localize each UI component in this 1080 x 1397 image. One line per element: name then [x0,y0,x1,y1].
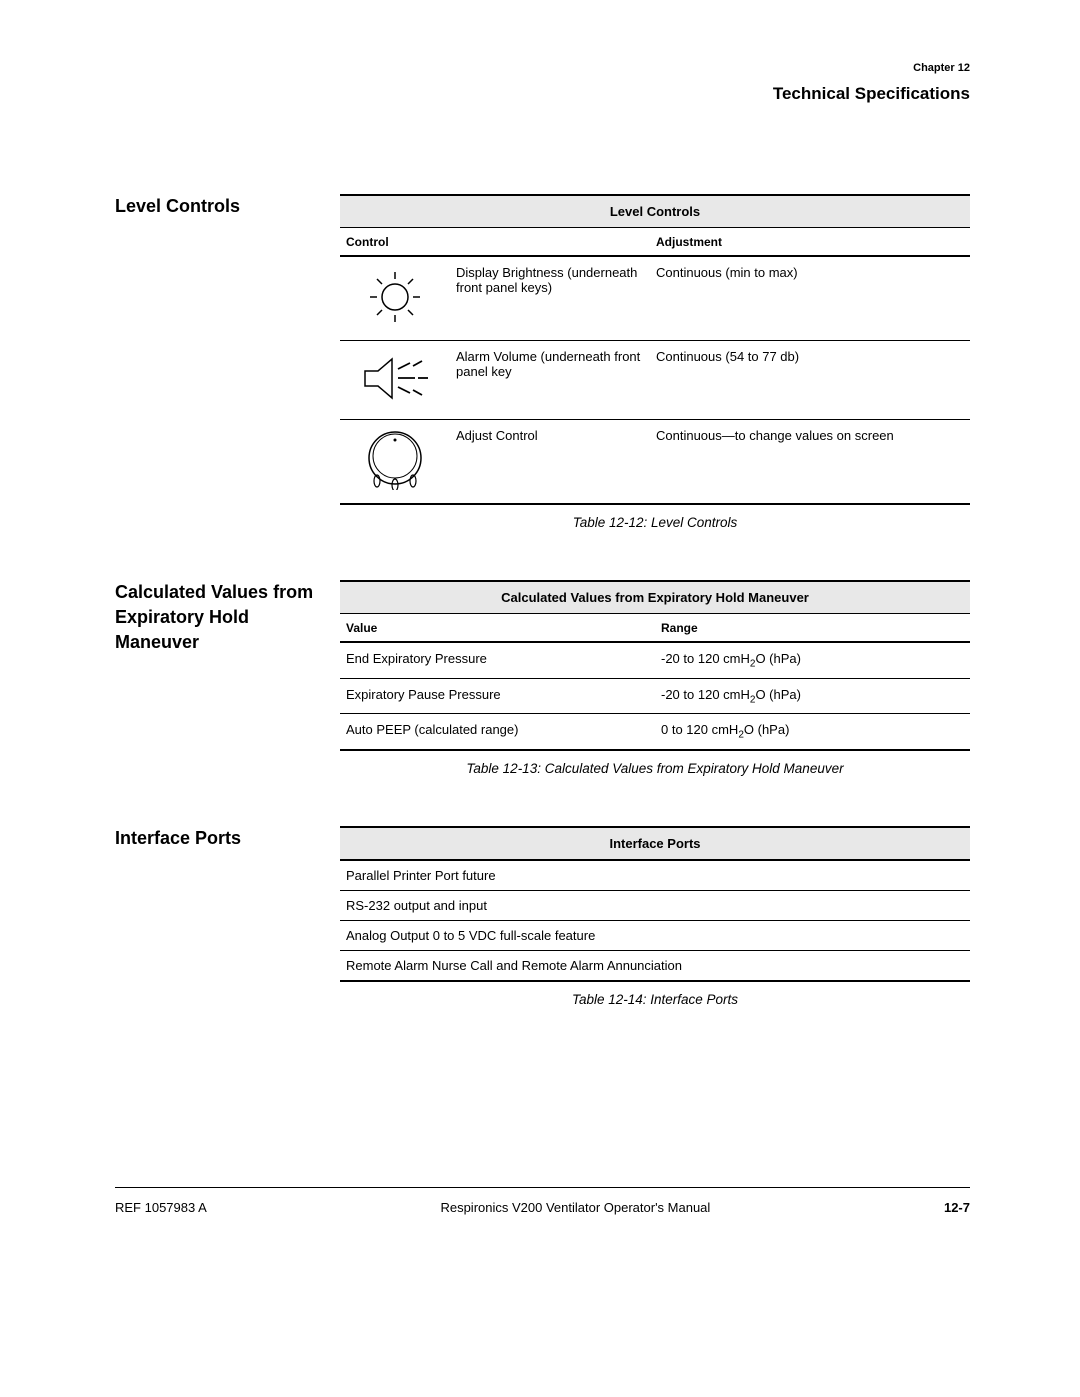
table-title: Calculated Values from Expiratory Hold M… [340,581,970,614]
range-cell: 0 to 120 cmH2O (hPa) [655,714,970,750]
table-row: RS-232 output and input [340,890,970,920]
calc-values-table: Calculated Values from Expiratory Hold M… [340,580,970,751]
table-header-row: Value Range [340,614,970,643]
value-cell: End Expiratory Pressure [340,642,655,678]
table-title-row: Level Controls [340,195,970,228]
table-caption: Table 12-14: Interface Ports [340,992,970,1007]
chapter-label: Chapter 12 [115,62,970,74]
section-heading: Interface Ports [115,826,340,1007]
footer-manual-title: Respironics V200 Ventilator Operator's M… [207,1200,944,1215]
port-cell: Remote Alarm Nurse Call and Remote Alarm… [340,950,970,981]
section-interface-ports: Interface Ports Interface Ports Parallel… [115,826,970,1007]
col-header-value: Value [340,614,655,643]
control-desc: Display Brightness (underneath front pan… [450,256,650,341]
table-row: Auto PEEP (calculated range) 0 to 120 cm… [340,714,970,750]
value-cell: Expiratory Pause Pressure [340,678,655,714]
table-row: Analog Output 0 to 5 VDC full-scale feat… [340,920,970,950]
port-cell: RS-232 output and input [340,890,970,920]
page-footer: REF 1057983 A Respironics V200 Ventilato… [115,1188,970,1215]
port-cell: Parallel Printer Port future [340,860,970,891]
col-header-range: Range [655,614,970,643]
control-desc: Alarm Volume (underneath front panel key [450,341,650,420]
adjustment-desc: Continuous (min to max) [650,256,970,341]
table-row: End Expiratory Pressure -20 to 120 cmH2O… [340,642,970,678]
section-heading: Level Controls [115,194,340,530]
table-title-row: Calculated Values from Expiratory Hold M… [340,581,970,614]
col-header-control: Control [340,228,650,257]
col-header-adjustment: Adjustment [650,228,970,257]
table-row: Expiratory Pause Pressure -20 to 120 cmH… [340,678,970,714]
table-row: Alarm Volume (underneath front panel key… [340,341,970,420]
table-title-row: Interface Ports [340,827,970,860]
adjustment-desc: Continuous—to change values on screen [650,420,970,505]
table-title: Level Controls [340,195,970,228]
port-cell: Analog Output 0 to 5 VDC full-scale feat… [340,920,970,950]
range-cell: -20 to 120 cmH2O (hPa) [655,642,970,678]
level-controls-table: Level Controls Control Adjustment [340,194,970,505]
table-caption: Table 12-13: Calculated Values from Expi… [340,761,970,776]
document-title: Technical Specifications [115,84,970,104]
control-desc: Adjust Control [450,420,650,505]
table-row: Remote Alarm Nurse Call and Remote Alarm… [340,950,970,981]
table-row: Parallel Printer Port future [340,860,970,891]
section-heading: Calculated Values from Expiratory Hold M… [115,580,340,776]
knob-icon [340,420,450,505]
table-caption: Table 12-12: Level Controls [340,515,970,530]
footer-ref: REF 1057983 A [115,1200,207,1215]
section-calc-values: Calculated Values from Expiratory Hold M… [115,580,970,776]
adjustment-desc: Continuous (54 to 77 db) [650,341,970,420]
footer-page-number: 12-7 [944,1200,970,1215]
table-title: Interface Ports [340,827,970,860]
table-header-row: Control Adjustment [340,228,970,257]
value-cell: Auto PEEP (calculated range) [340,714,655,750]
table-row: Adjust Control Continuous—to change valu… [340,420,970,505]
brightness-icon [340,256,450,341]
page-header: Chapter 12 Technical Specifications [115,62,970,104]
interface-ports-table: Interface Ports Parallel Printer Port fu… [340,826,970,982]
range-cell: -20 to 120 cmH2O (hPa) [655,678,970,714]
section-level-controls: Level Controls Level Controls Control Ad… [115,194,970,530]
table-row: Display Brightness (underneath front pan… [340,256,970,341]
speaker-icon [340,341,450,420]
